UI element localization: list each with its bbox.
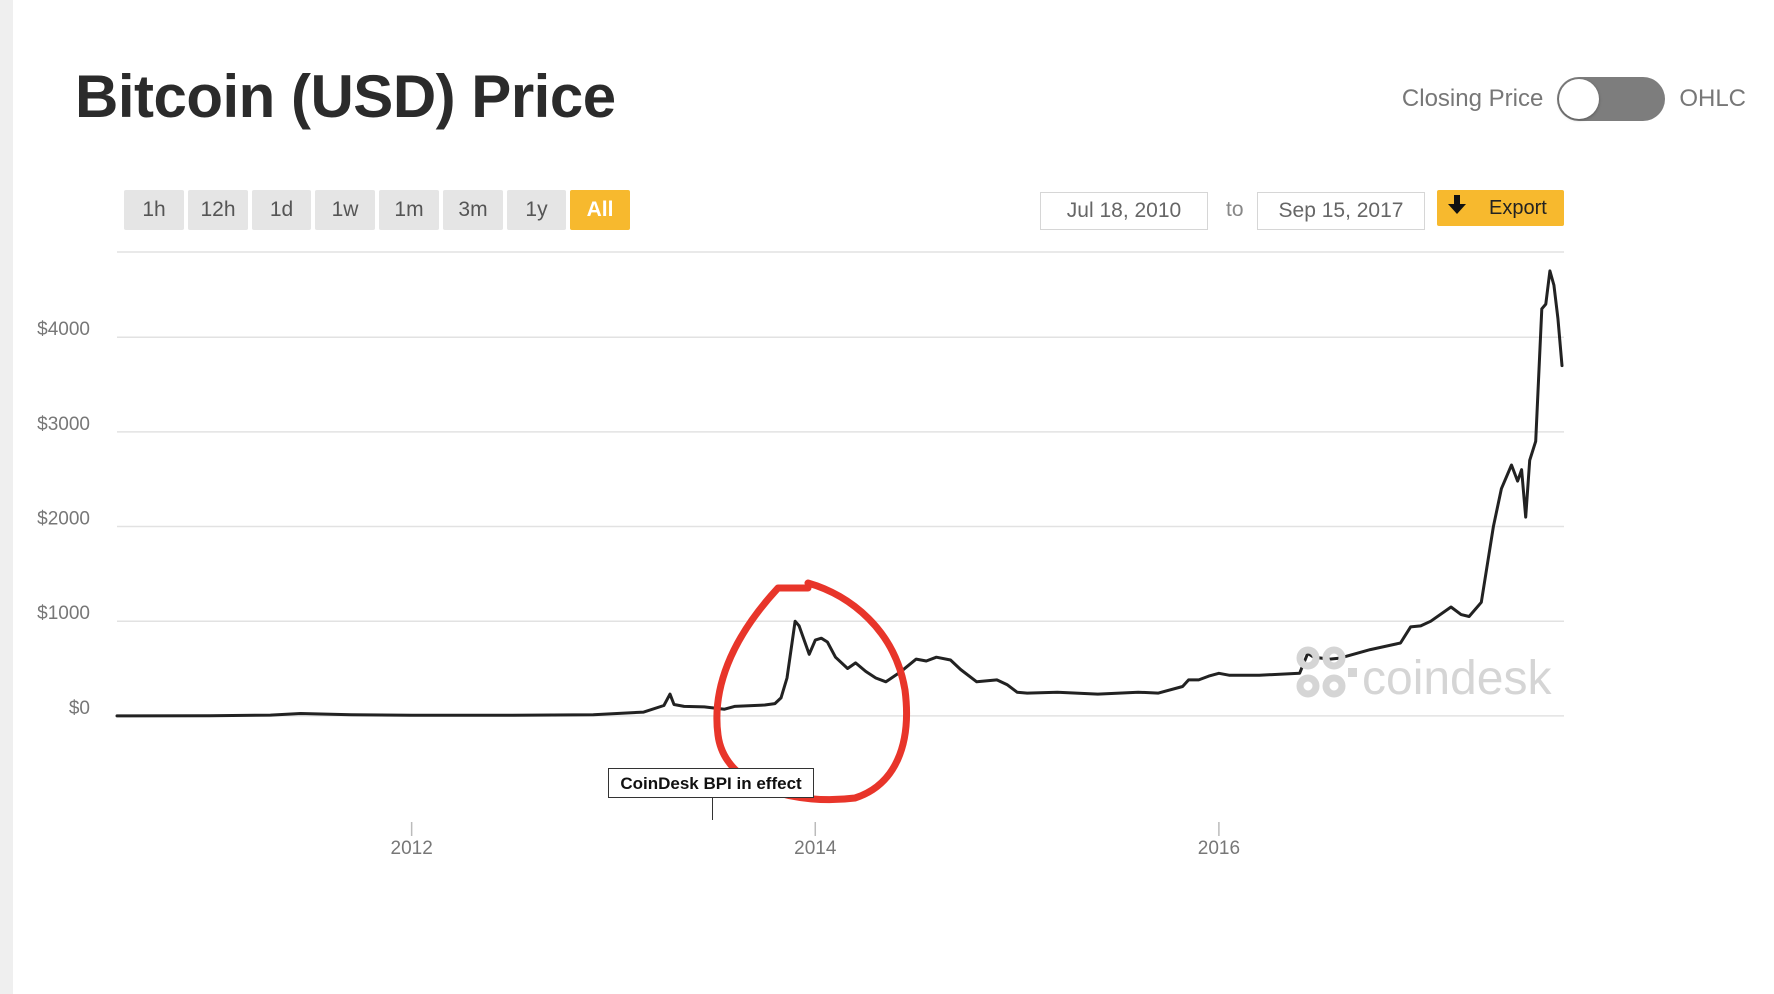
page-title: Bitcoin (USD) Price [75,63,616,130]
date-separator: to [1226,198,1244,221]
range-tab-12h[interactable]: 12h [188,190,248,230]
coindesk-logo-icon [1296,646,1362,710]
range-tabs: 1h 12h 1d 1w 1m 3m 1y All [124,190,630,230]
closing-price-label[interactable]: Closing Price [1401,85,1544,112]
red-markup-circle [713,579,911,804]
y-tick-label: $2000 [37,509,90,530]
coindesk-wordmark: coindesk [1362,651,1552,705]
y-tick-label: $4000 [37,319,90,340]
export-label: Export [1489,196,1547,219]
date-from-input[interactable]: Jul 18, 2010 [1040,192,1208,230]
coindesk-watermark: coindesk [1296,646,1551,710]
range-tab-3m[interactable]: 3m [443,190,503,230]
download-arrow-icon [1437,195,1477,221]
bpi-annotation-label: CoinDesk BPI in effect [608,768,814,798]
x-axis: 2012 2014 2016 [391,822,1240,859]
x-tick-label: 2012 [391,838,433,859]
ohlc-label[interactable]: OHLC [1679,85,1746,112]
range-tab-1w[interactable]: 1w [315,190,375,230]
price-mode-toggle[interactable] [1557,77,1666,121]
export-button[interactable]: Export [1437,190,1564,226]
range-tab-all[interactable]: All [570,190,630,230]
y-tick-label: $0 [69,698,90,719]
range-tab-1m[interactable]: 1m [379,190,439,230]
x-tick-label: 2014 [794,838,837,859]
range-tab-1y[interactable]: 1y [507,190,566,230]
date-to-input[interactable]: Sep 15, 2017 [1257,192,1425,230]
toggle-knob[interactable] [1559,79,1600,119]
x-tick-label: 2016 [1198,838,1240,859]
range-tab-1d[interactable]: 1d [252,190,311,230]
markup-layer [713,579,911,804]
y-axis: $0 $1000 $2000 $3000 $4000 [37,319,90,719]
y-tick-label: $3000 [37,414,90,435]
price-mode-toggle-group: Closing Price OHLC [1402,77,1746,121]
range-tab-1h[interactable]: 1h [124,190,184,230]
bpi-annotation-tick [712,798,713,820]
left-edge-strip [0,0,13,994]
grid-lines [117,251,1564,717]
y-tick-label: $1000 [37,603,90,624]
